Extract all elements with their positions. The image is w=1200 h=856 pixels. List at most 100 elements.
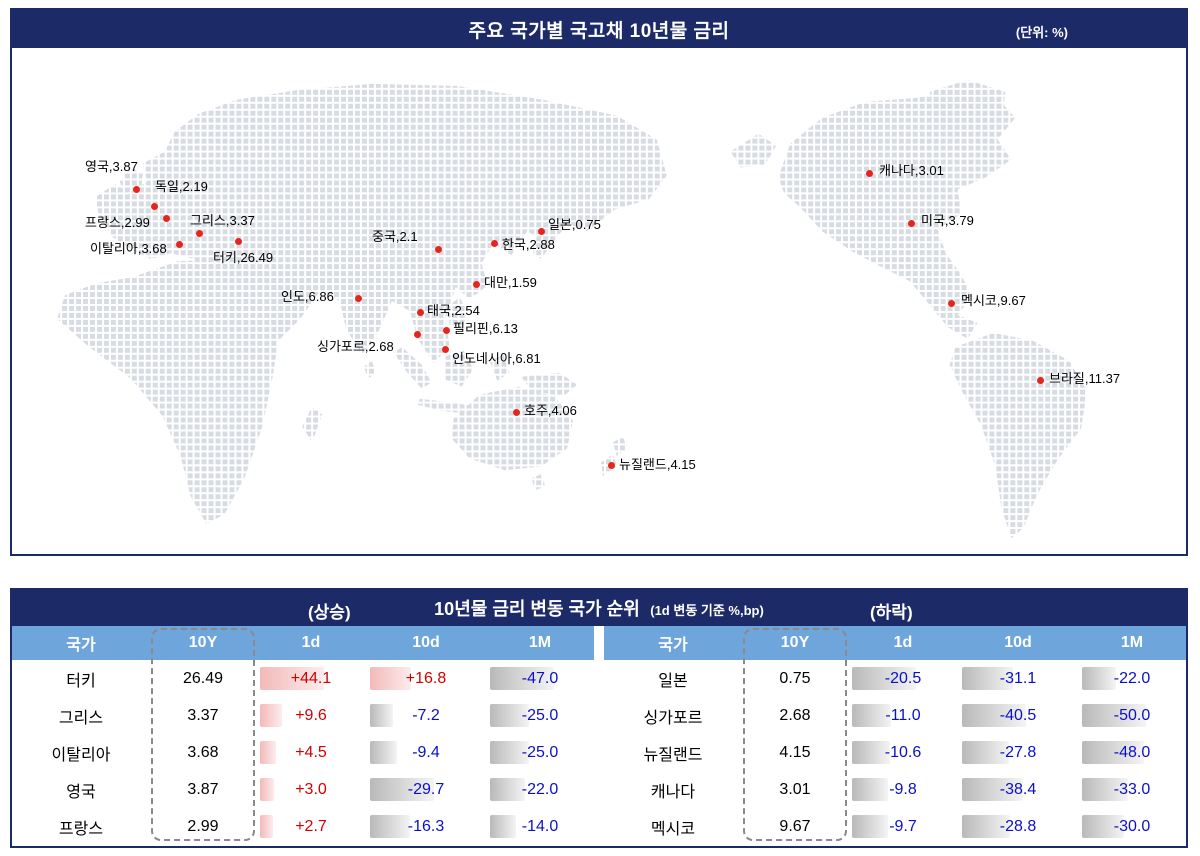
change-cell-d10: -28.8	[958, 808, 1078, 845]
change-value: -22.0	[521, 780, 559, 798]
change-bar	[1082, 815, 1124, 838]
country-marker-dot	[417, 309, 424, 316]
change-value: -14.0	[521, 817, 559, 835]
change-bar	[852, 741, 890, 764]
landmass-south-america	[949, 332, 1088, 539]
change-value: +16.8	[405, 669, 447, 687]
change-value: -38.4	[999, 780, 1037, 798]
country-marker-dot	[538, 228, 545, 235]
rank-tables: 국가 10Y 1d 10d 1M 터키 26.49 +44.1 +16.8 -47.0 그…	[12, 626, 1186, 845]
country-marker-label: 인도네시아,6.81	[452, 351, 541, 366]
change-cell-d10: -29.7	[366, 771, 486, 808]
country-marker-dot	[196, 230, 203, 237]
change-cell-d10: -38.4	[958, 771, 1078, 808]
change-bar	[962, 704, 1026, 727]
y10-cell: 0.75	[742, 660, 848, 697]
country-marker-label: 그리스,3.37	[190, 213, 255, 228]
change-value: -33.0	[1113, 780, 1151, 798]
country-marker-dot	[176, 241, 183, 248]
change-bar	[370, 741, 397, 764]
change-cell-d1: +2.7	[256, 808, 366, 845]
y10-cell: 3.01	[742, 771, 848, 808]
country-marker-dot	[473, 281, 480, 288]
change-bar	[962, 778, 1023, 801]
change-value: -20.5	[884, 669, 922, 687]
change-value: -29.7	[407, 780, 445, 798]
change-bar	[852, 704, 891, 727]
landmass-madagascar	[302, 406, 323, 443]
country-marker-dot	[435, 246, 442, 253]
change-bar	[490, 704, 529, 727]
country-cell: 싱가포르	[604, 697, 742, 734]
change-bar	[962, 741, 1009, 764]
change-cell-d1: -20.5	[848, 660, 958, 697]
country-marker-label: 한국,2.88	[502, 237, 555, 252]
col-header-country: 국가	[658, 637, 688, 654]
country-marker-dot	[491, 240, 498, 247]
country-cell: 일본	[604, 660, 742, 697]
change-value: -10.6	[884, 743, 922, 761]
country-cell: 멕시코	[604, 808, 742, 845]
col-header-country: 국가	[66, 637, 96, 654]
country-marker-label: 대만,1.59	[484, 275, 537, 290]
country-marker-label: 멕시코,9.67	[961, 293, 1026, 308]
change-bar	[490, 741, 529, 764]
change-bar	[490, 667, 554, 690]
rank-panel-titlebar: (상승) 10년물 금리 변동 국가 순위 (1d 변동 기준 %,bp) (하…	[12, 590, 1186, 626]
country-marker-dot	[1037, 377, 1044, 384]
landmass-sumatra	[393, 346, 432, 389]
landmass-sulawesi	[489, 354, 510, 381]
landmass-alaska	[730, 133, 777, 168]
landmass-new-guinea	[521, 372, 578, 397]
down-table-header: 국가 10Y 1d 10d 1M	[604, 626, 1186, 660]
down-table: 국가 10Y 1d 10d 1M 일본 0.75 -20.5 -31.1 -22.0 싱가…	[604, 626, 1186, 845]
change-value: -47.0	[521, 669, 559, 687]
landmass-ireland	[109, 183, 123, 200]
change-value: +3.0	[295, 780, 327, 798]
change-value: -40.5	[999, 706, 1037, 724]
change-cell-m1: -47.0	[486, 660, 594, 697]
change-cell-d10: +16.8	[366, 660, 486, 697]
change-bar	[260, 667, 324, 690]
landmass-north-america	[778, 89, 1016, 339]
change-value: +2.7	[295, 817, 327, 835]
change-value: -48.0	[1113, 743, 1151, 761]
country-marker-label: 호주,4.06	[524, 403, 577, 418]
landmass-eurasia	[95, 83, 667, 363]
country-marker-dot	[908, 220, 915, 227]
col-header-1d: 1d	[301, 634, 321, 651]
landmass-japan	[533, 205, 572, 260]
table-row: 뉴질랜드 4.15 -10.6 -27.8 -48.0	[604, 734, 1186, 771]
country-cell: 이탈리아	[12, 734, 150, 771]
change-cell-m1: -50.0	[1078, 697, 1186, 734]
change-cell-d10: -40.5	[958, 697, 1078, 734]
change-bar	[1082, 741, 1144, 764]
up-table-header: 국가 10Y 1d 10d 1M	[12, 626, 594, 660]
change-value: -25.0	[521, 706, 559, 724]
country-cell: 터키	[12, 660, 150, 697]
country-marker-label: 뉴질랜드,4.15	[619, 457, 696, 472]
y10-cell: 3.87	[150, 771, 256, 808]
col-header-1m: 1M	[1120, 634, 1144, 651]
y10-cell: 26.49	[150, 660, 256, 697]
country-marker-label: 터키,26.49	[213, 250, 274, 265]
table-row: 멕시코 9.67 -9.7 -28.8 -30.0	[604, 808, 1186, 845]
change-value: -16.3	[407, 817, 445, 835]
down-table-body: 일본 0.75 -20.5 -31.1 -22.0 싱가포르 2.68 -11.0 -40.5 -…	[604, 660, 1186, 845]
col-header-10d: 10d	[412, 634, 440, 651]
map-panel-titlebar: 주요 국가별 국고채 10년물 금리 (단위: %)	[12, 10, 1186, 48]
map-panel: 주요 국가별 국고채 10년물 금리 (단위: %)	[10, 8, 1188, 556]
up-table-body: 터키 26.49 +44.1 +16.8 -47.0 그리스 3.37 +9.6 -7.2 -25…	[12, 660, 594, 845]
change-cell-m1: -25.0	[486, 734, 594, 771]
change-bar	[260, 704, 282, 727]
change-bar	[260, 778, 274, 801]
country-marker-label: 태국,2.54	[427, 303, 480, 318]
change-bar	[962, 667, 1013, 690]
change-cell-d1: +9.6	[256, 697, 366, 734]
country-cell: 영국	[12, 771, 150, 808]
change-value: -27.8	[999, 743, 1037, 761]
country-marker-dot	[235, 238, 242, 245]
change-cell-m1: -48.0	[1078, 734, 1186, 771]
country-marker-label: 미국,3.79	[921, 213, 974, 228]
landmass-philippines	[447, 297, 468, 331]
